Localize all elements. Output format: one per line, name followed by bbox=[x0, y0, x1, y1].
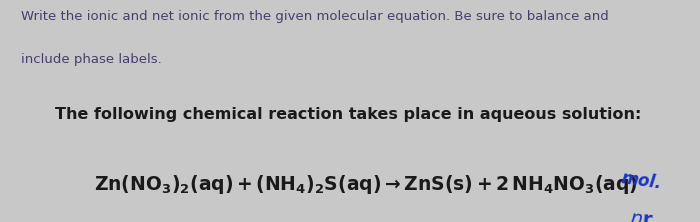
Text: $\bf{Zn(NO_3)_2(aq)+(NH_4)_2S(aq)\rightarrow ZnS(s)+2\,NH_4NO_3(aq)}$: $\bf{Zn(NO_3)_2(aq)+(NH_4)_2S(aq)\righta… bbox=[94, 173, 638, 196]
Text: $\it{n}$r: $\it{n}$r bbox=[629, 209, 655, 222]
Text: Write the ionic and net ionic from the given molecular equation. Be sure to bala: Write the ionic and net ionic from the g… bbox=[21, 10, 609, 23]
Text: include phase labels.: include phase labels. bbox=[21, 53, 162, 66]
Text: mol.: mol. bbox=[620, 169, 662, 192]
Text: The following chemical reaction takes place in aqueous solution:: The following chemical reaction takes pl… bbox=[55, 107, 641, 122]
